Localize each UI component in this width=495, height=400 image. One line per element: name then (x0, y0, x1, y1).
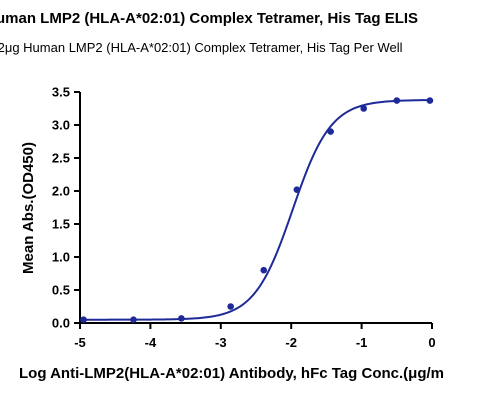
x-ticks: -5 -4 -3 -2 -1 0 (74, 323, 436, 350)
data-point (393, 97, 401, 104)
data-points (80, 97, 434, 324)
y-tick-label: 3.5 (52, 85, 70, 100)
fit-curve (83, 99, 433, 321)
data-point (227, 303, 234, 310)
y-tick-label: 1.0 (52, 250, 70, 265)
data-point (327, 128, 334, 135)
x-tick-label: 0 (428, 335, 435, 350)
x-tick-label: -2 (285, 335, 297, 350)
y-tick-label: 0.0 (52, 316, 70, 331)
data-point (260, 266, 268, 274)
y-tick-label: 2.5 (52, 151, 70, 166)
data-point (80, 316, 87, 324)
plot-area: 0.0 0.5 1.0 1.5 2.0 2.5 3.0 3.5 -5 -4 -3 -2 -1 0 (52, 85, 436, 351)
y-tick-label: 2.0 (52, 184, 70, 199)
y-ticks: 0.0 0.5 1.0 1.5 2.0 2.5 3.0 3.5 (52, 85, 80, 331)
x-tick-label: -3 (215, 335, 227, 350)
chart-subtitle: .2μg Human LMP2 (HLA-A*02:01) Complex Te… (0, 40, 403, 55)
data-point (178, 315, 185, 322)
y-tick-label: 3.0 (52, 118, 70, 133)
x-tick-label: -1 (356, 335, 368, 350)
y-tick-label: 1.5 (52, 217, 70, 232)
data-point (293, 186, 301, 193)
y-axis-label: Mean Abs.(OD450) (20, 142, 37, 274)
x-axis-label: Log Anti-LMP2(HLA-A*02:01) Antibody, hFc… (19, 365, 444, 382)
x-tick-label: -4 (145, 335, 157, 350)
x-tick-label: -5 (74, 335, 86, 350)
data-point (360, 105, 368, 112)
chart-title: uman LMP2 (HLA-A*02:01) Complex Tetramer… (0, 10, 418, 27)
y-tick-label: 0.5 (52, 283, 70, 298)
data-point (130, 316, 137, 324)
data-point (426, 97, 434, 104)
